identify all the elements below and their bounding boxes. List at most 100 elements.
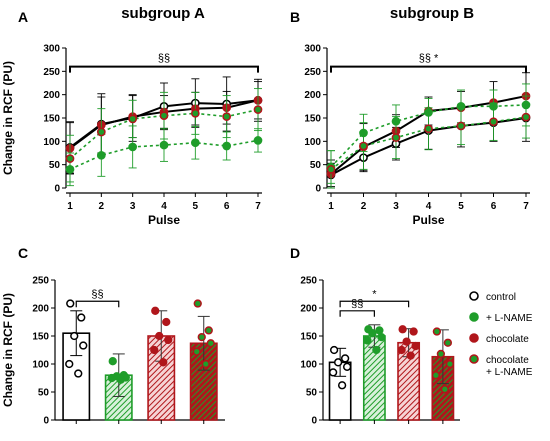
data-point: [116, 375, 125, 384]
y-axis-label: Change in RCF (PU): [1, 61, 15, 175]
legend-label: + L-NAME: [486, 313, 533, 324]
x-tick-label: 5: [193, 201, 199, 212]
panel-letter: B: [290, 9, 300, 25]
y-tick-label: 100: [304, 137, 321, 148]
data-point: [337, 381, 347, 390]
data-point: [159, 111, 169, 121]
data-point: [159, 358, 168, 367]
bar-group-choc_lname: [189, 299, 218, 424]
legend-label: control: [486, 292, 516, 303]
x-tick-label: 4: [161, 201, 167, 212]
y-tick-label: 250: [32, 276, 49, 287]
data-point: [162, 317, 171, 327]
data-point: [456, 121, 466, 131]
x-tick-label: 3: [130, 201, 136, 212]
y-tick-label: 150: [43, 114, 60, 125]
legend-item: chocolate: [469, 333, 529, 345]
data-point: [445, 359, 455, 369]
y-tick-label: 200: [300, 304, 317, 315]
legend-item: chocolate+ L-NAME: [469, 354, 533, 378]
data-point: [107, 373, 116, 383]
series-choc_lname: [326, 95, 531, 189]
data-point: [359, 141, 368, 151]
y-tick-label: 100: [32, 360, 49, 371]
x-tick-label: 1: [67, 201, 73, 212]
data-point: [443, 338, 453, 347]
data-point: [436, 349, 446, 359]
data-point: [190, 108, 200, 118]
bar-group-chocolate: [397, 325, 421, 424]
data-point: [193, 299, 202, 308]
x-tick-label: 2: [361, 201, 367, 212]
data-point: [79, 341, 88, 350]
bar-group-control: [62, 299, 91, 424]
data-point: [222, 112, 232, 121]
x-axis-label: Pulse: [148, 213, 180, 227]
y-tick-label: 250: [43, 67, 60, 78]
y-tick-label: 300: [304, 44, 321, 55]
y-tick-label: 50: [310, 160, 322, 171]
data-point: [253, 105, 263, 114]
panel-d: D 0 50 100 150 200 250 §§ *: [290, 245, 460, 427]
bar-group-control: [328, 345, 352, 424]
data-point: [391, 133, 401, 142]
data-point: [424, 124, 433, 134]
data-point: [151, 306, 160, 315]
data-point: [342, 362, 352, 371]
significance-label: §§: [351, 298, 363, 310]
data-point: [375, 326, 384, 335]
y-tick-label: 150: [304, 114, 321, 125]
y-tick-label: 300: [43, 44, 60, 55]
significance-label: *: [372, 288, 377, 300]
y-tick-label: 200: [32, 304, 49, 315]
bar-group-choc_lname: [431, 327, 455, 424]
significance-label: §§ *: [419, 53, 439, 65]
data-point: [190, 138, 200, 148]
data-point: [128, 114, 138, 124]
y-tick-label: 150: [300, 332, 317, 343]
data-point: [74, 369, 83, 378]
x-axis-label: Pulse: [412, 213, 444, 227]
data-point: [96, 127, 106, 137]
panel-letter: D: [290, 245, 300, 261]
chart-title: subgroup A: [121, 5, 205, 22]
legend-marker: [469, 291, 479, 301]
legend-label: chocolate: [486, 334, 529, 345]
x-tick-label: 7: [523, 201, 529, 212]
x-tick-label: 3: [393, 201, 399, 212]
y-tick-label: 50: [38, 388, 50, 399]
bar-group-chocolate: [147, 306, 176, 424]
legend-marker: [469, 333, 479, 343]
data-point: [108, 357, 117, 366]
data-point: [406, 351, 415, 360]
data-point: [521, 112, 531, 122]
x-tick-label: 7: [255, 201, 261, 212]
data-point: [253, 136, 263, 145]
data-point: [489, 117, 498, 127]
data-point: [368, 329, 377, 338]
y-tick-label: 0: [315, 184, 321, 195]
x-tick-label: 1: [328, 201, 334, 212]
data-point: [77, 313, 86, 322]
y-tick-label: 0: [311, 416, 317, 427]
data-point: [409, 327, 418, 336]
data-point: [340, 354, 350, 363]
y-tick-label: 0: [43, 416, 49, 427]
data-point: [402, 337, 411, 346]
significance-bracket: [330, 65, 527, 73]
series-choc_lname: [65, 88, 263, 183]
x-tick-label: 2: [99, 201, 105, 212]
data-point: [65, 359, 74, 369]
data-point: [329, 345, 339, 355]
legend-label: chocolate: [486, 355, 529, 366]
legend-marker: [469, 312, 479, 322]
data-point: [411, 341, 420, 351]
data-point: [150, 345, 159, 355]
data-point: [192, 347, 201, 356]
y-tick-label: 150: [32, 332, 49, 343]
panel-letter: A: [18, 9, 28, 25]
